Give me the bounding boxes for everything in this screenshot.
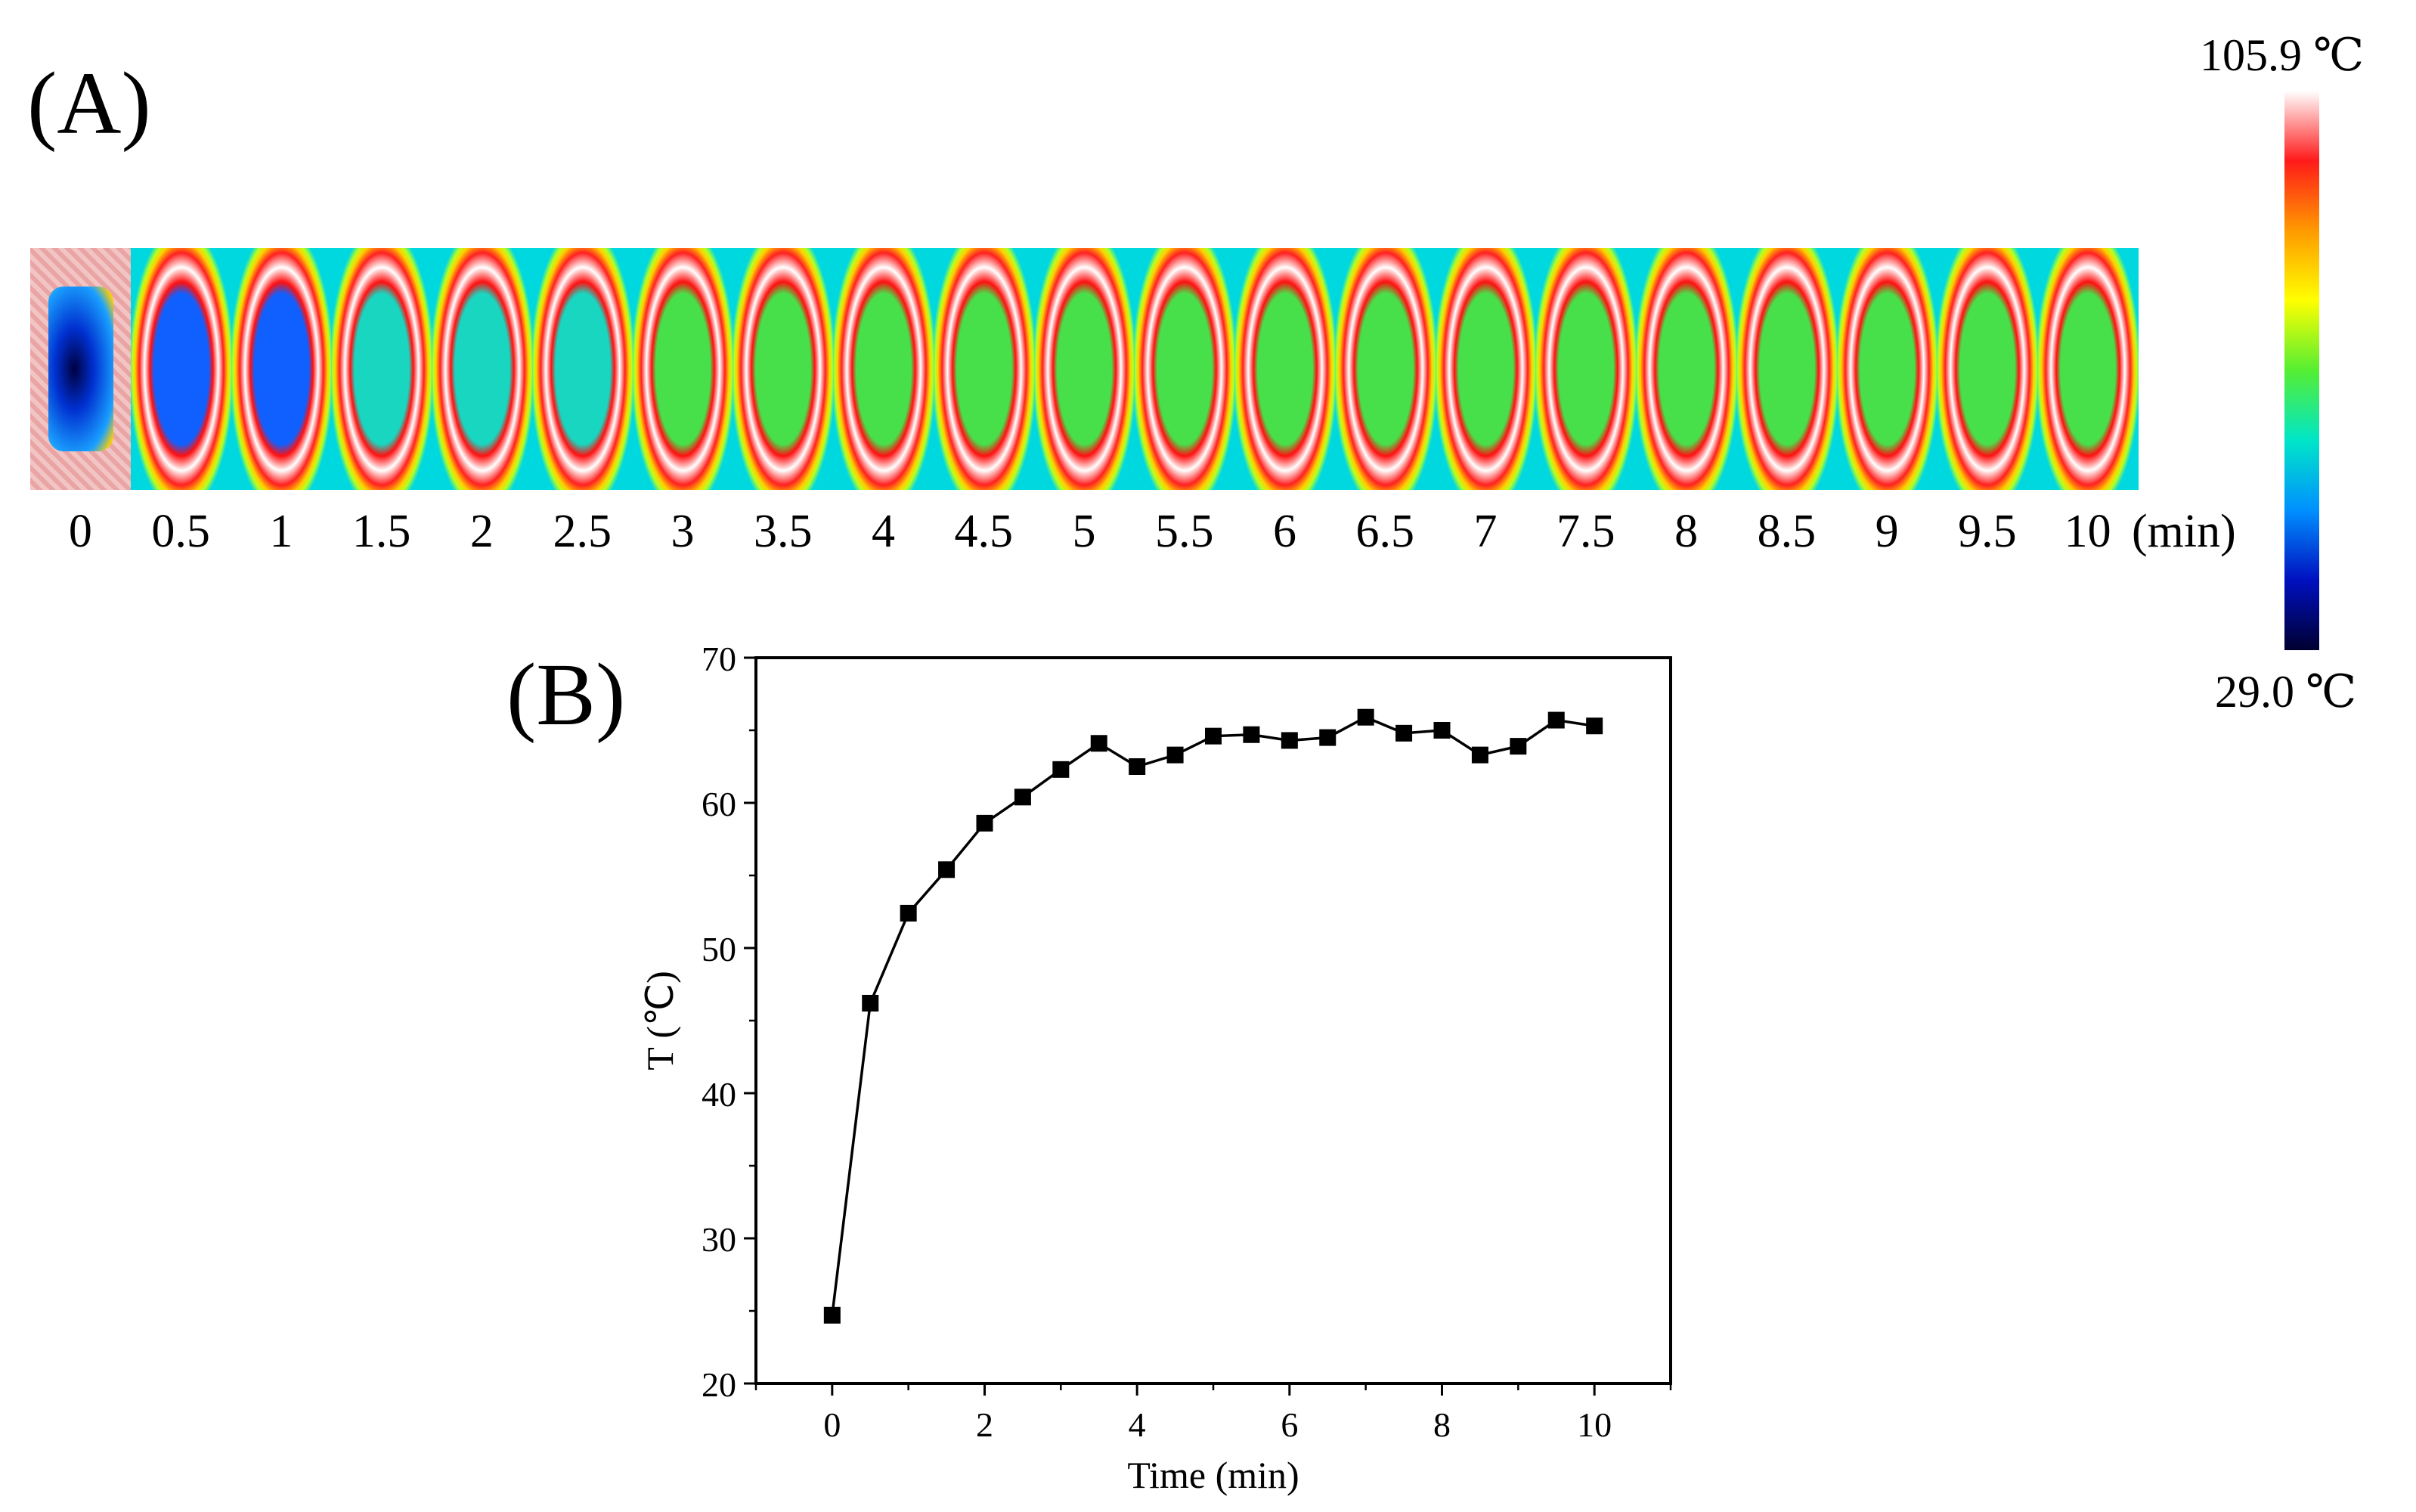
thermal-frame — [432, 248, 533, 490]
thermal-frame — [1234, 248, 1336, 490]
thermal-frame — [1033, 248, 1135, 490]
panel-a-label: (A) — [27, 54, 151, 153]
colorbar-max-label: 105.9 ℃ — [2200, 30, 2365, 80]
data-point — [900, 904, 917, 922]
time-label: 7.5 — [1556, 506, 1615, 557]
y-tick-label: 30 — [702, 1220, 736, 1259]
thermal-frame — [833, 248, 934, 490]
data-point — [976, 814, 993, 832]
time-label: 3 — [671, 506, 695, 557]
y-tick-label: 60 — [702, 785, 736, 823]
thermal-frame — [1937, 248, 2039, 490]
data-point — [1052, 761, 1070, 778]
thermal-frame — [1636, 248, 1737, 490]
time-label: 6.5 — [1355, 506, 1415, 557]
thermal-frame — [733, 248, 835, 490]
thermal-frame — [30, 248, 132, 490]
thermal-frame — [1435, 248, 1537, 490]
data-point — [1433, 722, 1451, 739]
data-point — [1014, 789, 1031, 806]
data-point — [1357, 708, 1374, 726]
thermal-frame — [1836, 248, 1938, 490]
thermal-frame — [331, 248, 433, 490]
time-label: 3.5 — [753, 506, 813, 557]
time-label: 6 — [1273, 506, 1297, 557]
thermal-frame — [231, 248, 333, 490]
time-label: 0.5 — [151, 506, 210, 557]
data-point — [1090, 735, 1107, 752]
y-tick-label: 50 — [702, 930, 736, 968]
data-point — [1471, 746, 1488, 764]
panel-b-label: (B) — [506, 645, 626, 744]
data-point — [938, 861, 956, 878]
data-point — [862, 994, 879, 1012]
series-line — [831, 715, 1595, 1315]
y-tick-label: 20 — [702, 1365, 736, 1404]
thermal-frame — [1736, 248, 1838, 490]
x-tick-label: 0 — [823, 1405, 841, 1444]
thermal-image-strip — [30, 248, 2139, 490]
x-tick-label: 2 — [976, 1405, 993, 1444]
data-point — [1281, 732, 1298, 749]
data-point — [823, 1306, 841, 1324]
thermal-frame — [933, 248, 1035, 490]
time-label: 4.5 — [954, 506, 1013, 557]
time-label: 1.5 — [352, 506, 411, 557]
data-point — [1166, 746, 1184, 764]
y-tick-label: 70 — [702, 640, 736, 678]
thermal-frame — [2037, 248, 2139, 490]
time-label: 5.5 — [1155, 506, 1214, 557]
time-label: 9 — [1875, 506, 1899, 557]
y-axis-label: T (℃) — [639, 971, 681, 1070]
time-label: 2.5 — [553, 506, 612, 557]
time-label: 0 — [68, 506, 92, 557]
plot-frame — [754, 656, 1672, 1385]
time-label: 7 — [1473, 506, 1498, 557]
time-label: 9.5 — [1958, 506, 2017, 557]
x-tick-label: 4 — [1129, 1405, 1146, 1444]
x-tick-label: 8 — [1433, 1405, 1451, 1444]
time-label: 8 — [1674, 506, 1699, 557]
y-tick-label: 40 — [702, 1075, 736, 1114]
thermal-frame — [1334, 248, 1436, 490]
thermal-frame — [531, 248, 633, 490]
thermal-frame — [632, 248, 734, 490]
time-label: 1 — [269, 506, 293, 557]
data-point — [1319, 729, 1337, 746]
x-tick-label: 10 — [1577, 1405, 1612, 1444]
thermal-frame — [1535, 248, 1637, 490]
temperature-colorbar — [2284, 91, 2319, 650]
data-point — [1510, 738, 1527, 755]
time-label: 8.5 — [1757, 506, 1817, 557]
thermal-frame — [130, 248, 232, 490]
time-unit-label: (min) — [2132, 506, 2236, 557]
time-label: 5 — [1072, 506, 1096, 557]
data-point — [1243, 726, 1260, 743]
data-point — [1586, 717, 1603, 735]
x-tick-label: 6 — [1281, 1405, 1298, 1444]
data-point — [1129, 758, 1146, 775]
data-point — [1205, 727, 1222, 745]
time-label: 2 — [469, 506, 494, 557]
x-axis-label: Time (min) — [1127, 1454, 1299, 1496]
time-label: 4 — [871, 506, 895, 557]
time-label: 10 — [2064, 506, 2111, 557]
temperature-time-chart: 20 30 40 50 60 70 0 2 4 6 8 10 Time (min) T (℃) — [639, 640, 1672, 1496]
thermal-frame — [1134, 248, 1236, 490]
colorbar-min-label: 29.0 ℃ — [2215, 667, 2357, 717]
data-point — [1395, 724, 1413, 742]
data-point — [1547, 711, 1565, 729]
